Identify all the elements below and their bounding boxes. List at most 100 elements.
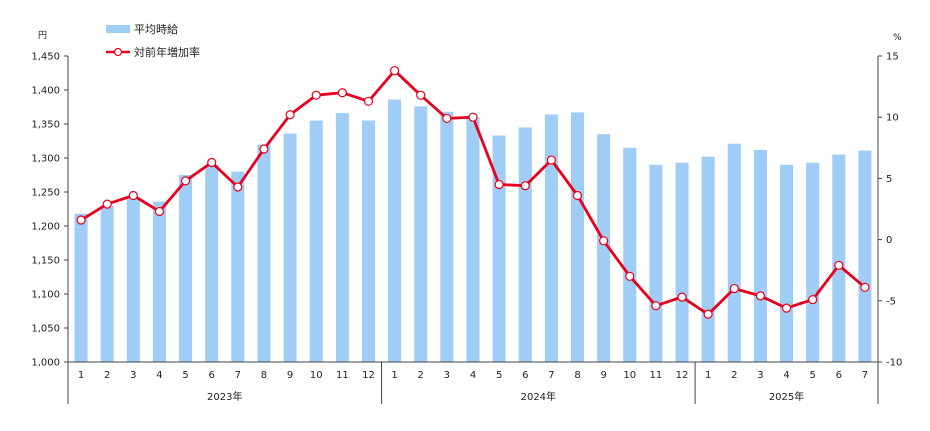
x-tick-label: 10: [623, 370, 636, 381]
bar: [179, 175, 193, 362]
line-point: [860, 282, 870, 292]
bar: [675, 162, 689, 362]
left-tick-label: 1,150: [31, 256, 60, 267]
x-tick-label: 11: [650, 370, 663, 381]
x-tick-label: 6: [522, 370, 528, 381]
x-tick-label: 4: [156, 370, 162, 381]
x-tick-label: 12: [676, 370, 689, 381]
right-tick-label: 10: [886, 113, 899, 124]
bar: [152, 201, 166, 362]
bar: [806, 162, 820, 362]
line-point: [729, 283, 739, 294]
x-tick-label: 3: [130, 370, 136, 381]
bar: [753, 149, 767, 362]
line-point: [390, 66, 400, 76]
x-tick-label: 2: [731, 370, 737, 381]
line-point: [468, 112, 478, 122]
line-point: [572, 190, 583, 201]
bar: [440, 111, 454, 362]
right-tick-label: 0: [886, 235, 892, 246]
x-tick-label: 4: [783, 370, 789, 381]
line-point: [363, 96, 374, 106]
x-tick-label: 1: [78, 370, 84, 381]
line-point: [311, 90, 321, 100]
line-point: [233, 182, 243, 192]
x-tick-label: 7: [862, 370, 868, 381]
bar: [544, 114, 558, 362]
bar: [231, 171, 245, 362]
line-point: [285, 110, 295, 120]
legend: 平均時給 対前年増加率: [106, 22, 200, 59]
x-tick-label: 3: [757, 370, 763, 381]
line-point: [102, 199, 112, 209]
x-tick-label: 1: [391, 370, 397, 381]
bar: [649, 164, 663, 362]
line-point: [259, 144, 269, 154]
bar: [597, 134, 611, 362]
x-tick-label: 7: [548, 370, 554, 381]
legend-line-label: 対前年増加率: [134, 45, 200, 59]
line-point: [808, 294, 818, 305]
line-point: [703, 309, 713, 319]
bar: [780, 164, 794, 362]
line-point: [651, 301, 661, 311]
bar: [414, 106, 428, 362]
x-tick-label: 4: [470, 370, 476, 381]
bar: [388, 99, 402, 363]
line-point: [755, 291, 766, 301]
x-tick-label: 5: [809, 370, 815, 381]
x-tick-label: 3: [444, 370, 450, 381]
left-tick-label: 1,350: [31, 120, 60, 131]
x-tick-label: 5: [182, 370, 188, 381]
line-point: [207, 157, 217, 168]
bar: [492, 135, 506, 362]
line-point: [834, 260, 844, 270]
bar: [727, 143, 741, 362]
x-tick-label: 5: [496, 370, 502, 381]
left-tick-label: 1,000: [31, 358, 60, 369]
bar: [309, 120, 323, 362]
x-tick-label: 9: [287, 370, 293, 381]
left-tick-label: 1,050: [31, 324, 60, 335]
x-tick-label: 12: [362, 370, 375, 381]
right-axis-unit: %: [893, 33, 902, 43]
left-axis-unit: 円: [38, 30, 47, 41]
bar: [257, 144, 271, 362]
left-tick-label: 1,100: [31, 290, 60, 301]
bar: [518, 127, 532, 363]
line-point: [546, 155, 556, 165]
bar: [100, 205, 114, 362]
bar: [570, 112, 585, 362]
bar: [361, 120, 376, 362]
bar: [74, 213, 88, 362]
line-point: [677, 292, 687, 302]
x-tick-label: 10: [310, 370, 323, 381]
legend-line-marker: [113, 47, 123, 57]
line-point: [76, 215, 86, 225]
x-tick-label: 8: [574, 370, 580, 381]
x-axis: 1 2 3 4 5 6 7 8 9 10 11 12 1 2 3 4 5 6 7 8 9 10 11 12 1 2 3 4 5 6 7202…: [67, 361, 879, 404]
line-point: [337, 88, 347, 98]
right-tick-label: 15: [886, 52, 899, 63]
line-point: [625, 271, 635, 281]
right-tick-label: -10: [886, 358, 902, 369]
x-tick-label: 2: [418, 370, 424, 381]
bar: [126, 196, 140, 362]
right-tick-label: -5: [886, 296, 896, 307]
legend-bar-swatch: [106, 25, 130, 33]
x-tick-label: 6: [209, 370, 215, 381]
left-tick-label: 1,250: [31, 188, 60, 199]
bar: [466, 117, 480, 362]
bar: [623, 147, 637, 362]
bar-series: [74, 99, 872, 363]
line-series: [76, 66, 870, 319]
bar: [335, 113, 349, 363]
line-point: [442, 113, 452, 124]
left-tick-label: 1,400: [31, 86, 60, 97]
x-tick-label: 9: [600, 370, 606, 381]
left-tick-label: 1,200: [31, 222, 60, 233]
line-point: [416, 90, 426, 100]
line-point: [128, 190, 138, 201]
